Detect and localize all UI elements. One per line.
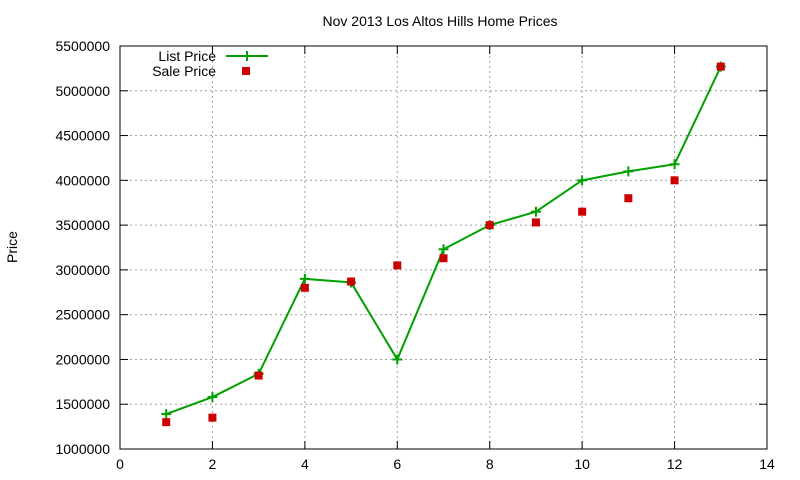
data-point-list-price xyxy=(623,166,634,177)
y-tick-label: 2500000 xyxy=(55,307,110,323)
series-sale-price xyxy=(162,62,725,427)
data-point-list-price xyxy=(392,354,403,365)
data-point-sale-price xyxy=(716,62,725,71)
y-tick-label: 1500000 xyxy=(55,396,110,412)
y-tick-label: 2000000 xyxy=(55,351,110,367)
y-axis-label: Price xyxy=(4,231,20,263)
x-tick-labels: 0 2 4 6 8 10 12 14 xyxy=(116,456,775,472)
x-tick-label: 14 xyxy=(759,456,775,472)
series-list-price xyxy=(161,61,726,420)
data-point-sale-price xyxy=(439,254,448,263)
data-point-sale-price xyxy=(162,418,171,427)
x-tick-label: 0 xyxy=(116,456,124,472)
data-point-sale-price xyxy=(393,261,402,270)
y-tick-label: 5000000 xyxy=(55,83,110,99)
data-point-list-price xyxy=(207,392,218,403)
data-point-sale-price xyxy=(624,194,633,203)
data-point-list-price xyxy=(669,159,680,170)
x-tick-label: 8 xyxy=(486,456,494,472)
data-point-sale-price xyxy=(208,413,217,422)
y-tick-label: 5500000 xyxy=(55,38,110,54)
chart-title: Nov 2013 Los Altos Hills Home Prices xyxy=(323,13,558,29)
y-tick-label: 4000000 xyxy=(55,172,110,188)
data-point-list-price xyxy=(299,273,310,284)
y-tick-labels: 1000000 1500000 2000000 2500000 3000000 35000… xyxy=(55,38,110,457)
legend-marker-list-price xyxy=(242,51,252,61)
y-tick-label: 3000000 xyxy=(55,262,110,278)
data-point-list-price xyxy=(438,244,449,255)
x-tick-label: 12 xyxy=(667,456,683,472)
data-point-list-price xyxy=(577,175,588,186)
data-point-sale-price xyxy=(670,176,679,185)
y-tick-label: 1000000 xyxy=(55,441,110,457)
x-tick-label: 10 xyxy=(574,456,590,472)
axis-ticks xyxy=(119,45,768,450)
grid xyxy=(120,46,767,449)
series xyxy=(161,61,726,427)
legend-label-sale-price: Sale Price xyxy=(152,63,216,79)
x-tick-label: 2 xyxy=(209,456,217,472)
series-line-list-price xyxy=(165,66,722,416)
data-point-sale-price xyxy=(531,218,540,227)
data-point-sale-price xyxy=(578,207,587,216)
y-tick-label: 4500000 xyxy=(55,128,110,144)
data-point-sale-price xyxy=(347,277,356,286)
data-point-sale-price xyxy=(300,283,309,292)
data-point-list-price xyxy=(530,206,541,217)
plot-frame xyxy=(119,45,768,450)
x-tick-label: 6 xyxy=(393,456,401,472)
x-tick-label: 4 xyxy=(301,456,309,472)
legend: List Price Sale Price xyxy=(152,48,268,79)
data-point-sale-price xyxy=(485,221,494,230)
data-point-list-price xyxy=(161,409,172,420)
legend-label-list-price: List Price xyxy=(158,48,216,64)
legend-marker-sale-price xyxy=(242,67,250,75)
y-tick-label: 3500000 xyxy=(55,217,110,233)
data-point-sale-price xyxy=(254,371,263,380)
